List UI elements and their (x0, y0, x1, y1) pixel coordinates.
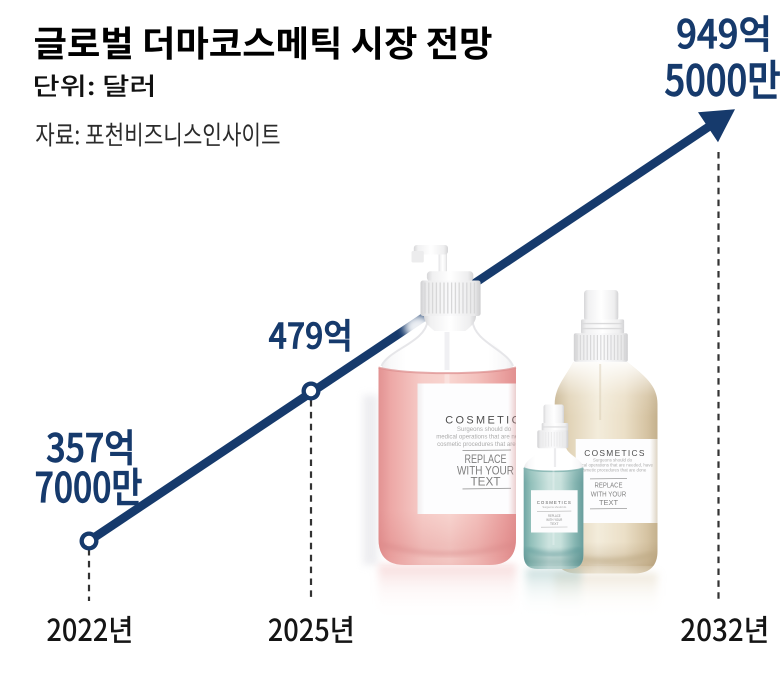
svg-text:Surgeons should do: Surgeons should do (457, 426, 512, 433)
svg-text:Surgeons should do: Surgeons should do (593, 458, 633, 463)
svg-text:cosmetic procedures that are d: cosmetic procedures that are done (579, 468, 647, 473)
svg-text:WITH YOUR: WITH YOUR (591, 490, 627, 499)
svg-text:WITH YOUR: WITH YOUR (546, 518, 562, 522)
svg-text:COSMETICS: COSMETICS (445, 415, 531, 427)
svg-text:cosmetic procedures that are d: cosmetic procedures that are done (437, 441, 531, 448)
svg-text:medical operations that are ne: medical operations that are needed (436, 434, 532, 441)
svg-text:REPLACE: REPLACE (595, 481, 623, 490)
svg-text:REPLACE: REPLACE (465, 452, 507, 466)
svg-text:Surgeons should do: Surgeons should do (542, 505, 566, 509)
svg-text:REPLACE: REPLACE (548, 514, 561, 518)
svg-text:COSMETICS: COSMETICS (537, 500, 572, 505)
svg-text:TEXT: TEXT (550, 522, 559, 526)
svg-text:medical operations that are ne: medical operations that are needed, have (572, 463, 653, 468)
svg-text:WITH YOUR: WITH YOUR (457, 463, 514, 477)
svg-text:TEXT: TEXT (599, 498, 619, 507)
svg-text:TEXT: TEXT (471, 475, 501, 489)
svg-text:COSMETICS: COSMETICS (584, 448, 646, 458)
